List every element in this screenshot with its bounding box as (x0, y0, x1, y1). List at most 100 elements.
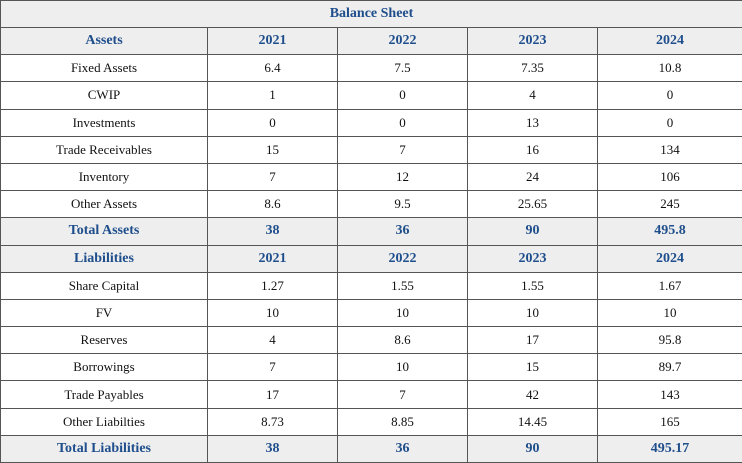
cell-value: 106 (597, 162, 742, 192)
asset-row: Investments 0 0 13 0 (0, 108, 742, 137)
liability-row: Share Capital 1.27 1.55 1.55 1.67 (0, 271, 742, 300)
cell-value: 134 (597, 135, 742, 164)
row-label: Trade Payables (0, 380, 208, 409)
cell-value: 10 (207, 298, 338, 328)
row-label: Share Capital (0, 271, 208, 300)
cell-value: 245 (597, 190, 742, 219)
cell-value: 25.65 (467, 190, 598, 219)
liabilities-section: Liabilities 2021 2022 2023 2024 Share Ca… (0, 244, 742, 463)
cell-value: 42 (467, 380, 598, 409)
cell-value: 9.5 (337, 190, 468, 219)
cell-value: 8.73 (207, 407, 338, 436)
total-value: 90 (467, 217, 598, 246)
liabilities-header-row: Liabilities 2021 2022 2023 2024 (0, 244, 742, 273)
total-value: 495.17 (597, 434, 742, 463)
cell-value: 7.5 (337, 54, 468, 83)
total-label: Total Assets (0, 217, 208, 246)
row-label: Fixed Assets (0, 54, 208, 83)
cell-value: 8.85 (337, 407, 468, 436)
cell-value: 16 (467, 135, 598, 164)
cell-value: 7 (207, 162, 338, 192)
total-value: 38 (207, 217, 338, 246)
asset-row: Other Assets 8.6 9.5 25.65 245 (0, 190, 742, 219)
cell-value: 12 (337, 162, 468, 192)
year-header: 2024 (597, 244, 742, 273)
row-label: Other Assets (0, 190, 208, 219)
cell-value: 10.8 (597, 54, 742, 83)
cell-value: 0 (337, 81, 468, 110)
year-header: 2022 (337, 244, 468, 273)
cell-value: 165 (597, 407, 742, 436)
cell-value: 17 (467, 326, 598, 355)
cell-value: 24 (467, 162, 598, 192)
cell-value: 15 (207, 135, 338, 164)
total-value: 90 (467, 434, 598, 463)
cell-value: 8.6 (337, 326, 468, 355)
year-header: 2024 (597, 26, 742, 56)
cell-value: 1 (207, 81, 338, 110)
liabilities-header: Liabilities (0, 244, 208, 273)
cell-value: 10 (597, 298, 742, 328)
cell-value: 10 (337, 353, 468, 382)
cell-value: 95.8 (597, 326, 742, 355)
row-label: Trade Receivables (0, 135, 208, 164)
cell-value: 8.6 (207, 190, 338, 219)
liability-row: Borrowings 7 10 15 89.7 (0, 353, 742, 382)
title-row: Balance Sheet (0, 0, 742, 28)
year-header: 2022 (337, 26, 468, 56)
total-value: 36 (337, 217, 468, 246)
total-assets-row: Total Assets 38 36 90 495.8 (0, 217, 742, 246)
liability-row: Reserves 4 8.6 17 95.8 (0, 326, 742, 355)
row-label: Inventory (0, 162, 208, 192)
year-header: 2021 (207, 244, 338, 273)
cell-value: 0 (207, 108, 338, 137)
liability-row: Trade Payables 17 7 42 143 (0, 380, 742, 409)
assets-header: Assets (0, 26, 208, 56)
cell-value: 6.4 (207, 54, 338, 83)
liability-row: FV 10 10 10 10 (0, 298, 742, 328)
cell-value: 0 (597, 108, 742, 137)
year-header: 2021 (207, 26, 338, 56)
row-label: CWIP (0, 81, 208, 110)
row-label: Reserves (0, 326, 208, 355)
cell-value: 1.67 (597, 271, 742, 300)
liability-row: Other Liabilties 8.73 8.85 14.45 165 (0, 407, 742, 436)
cell-value: 7 (337, 380, 468, 409)
asset-row: Trade Receivables 15 7 16 134 (0, 135, 742, 164)
cell-value: 14.45 (467, 407, 598, 436)
row-label: FV (0, 298, 208, 328)
row-label: Other Liabilties (0, 407, 208, 436)
cell-value: 17 (207, 380, 338, 409)
year-header: 2023 (467, 26, 598, 56)
cell-value: 0 (337, 108, 468, 137)
cell-value: 15 (467, 353, 598, 382)
asset-row: CWIP 1 0 4 0 (0, 81, 742, 110)
cell-value: 143 (597, 380, 742, 409)
cell-value: 1.55 (337, 271, 468, 300)
cell-value: 89.7 (597, 353, 742, 382)
cell-value: 1.27 (207, 271, 338, 300)
total-value: 38 (207, 434, 338, 463)
assets-header-row: Assets 2021 2022 2023 2024 (0, 26, 742, 56)
assets-section: Assets 2021 2022 2023 2024 Fixed Assets 6… (0, 26, 742, 246)
cell-value: 10 (467, 298, 598, 328)
row-label: Borrowings (0, 353, 208, 382)
total-liabilities-row: Total Liabilities 38 36 90 495.17 (0, 434, 742, 463)
row-label: Investments (0, 108, 208, 137)
total-value: 495.8 (597, 217, 742, 246)
cell-value: 4 (207, 326, 338, 355)
asset-row: Fixed Assets 6.4 7.5 7.35 10.8 (0, 54, 742, 83)
cell-value: 7 (207, 353, 338, 382)
table-title: Balance Sheet (0, 0, 742, 28)
cell-value: 7 (337, 135, 468, 164)
asset-row: Inventory 7 12 24 106 (0, 162, 742, 192)
year-header: 2023 (467, 244, 598, 273)
cell-value: 1.55 (467, 271, 598, 300)
cell-value: 10 (337, 298, 468, 328)
cell-value: 7.35 (467, 54, 598, 83)
total-value: 36 (337, 434, 468, 463)
cell-value: 4 (467, 81, 598, 110)
cell-value: 0 (597, 81, 742, 110)
total-label: Total Liabilities (0, 434, 208, 463)
